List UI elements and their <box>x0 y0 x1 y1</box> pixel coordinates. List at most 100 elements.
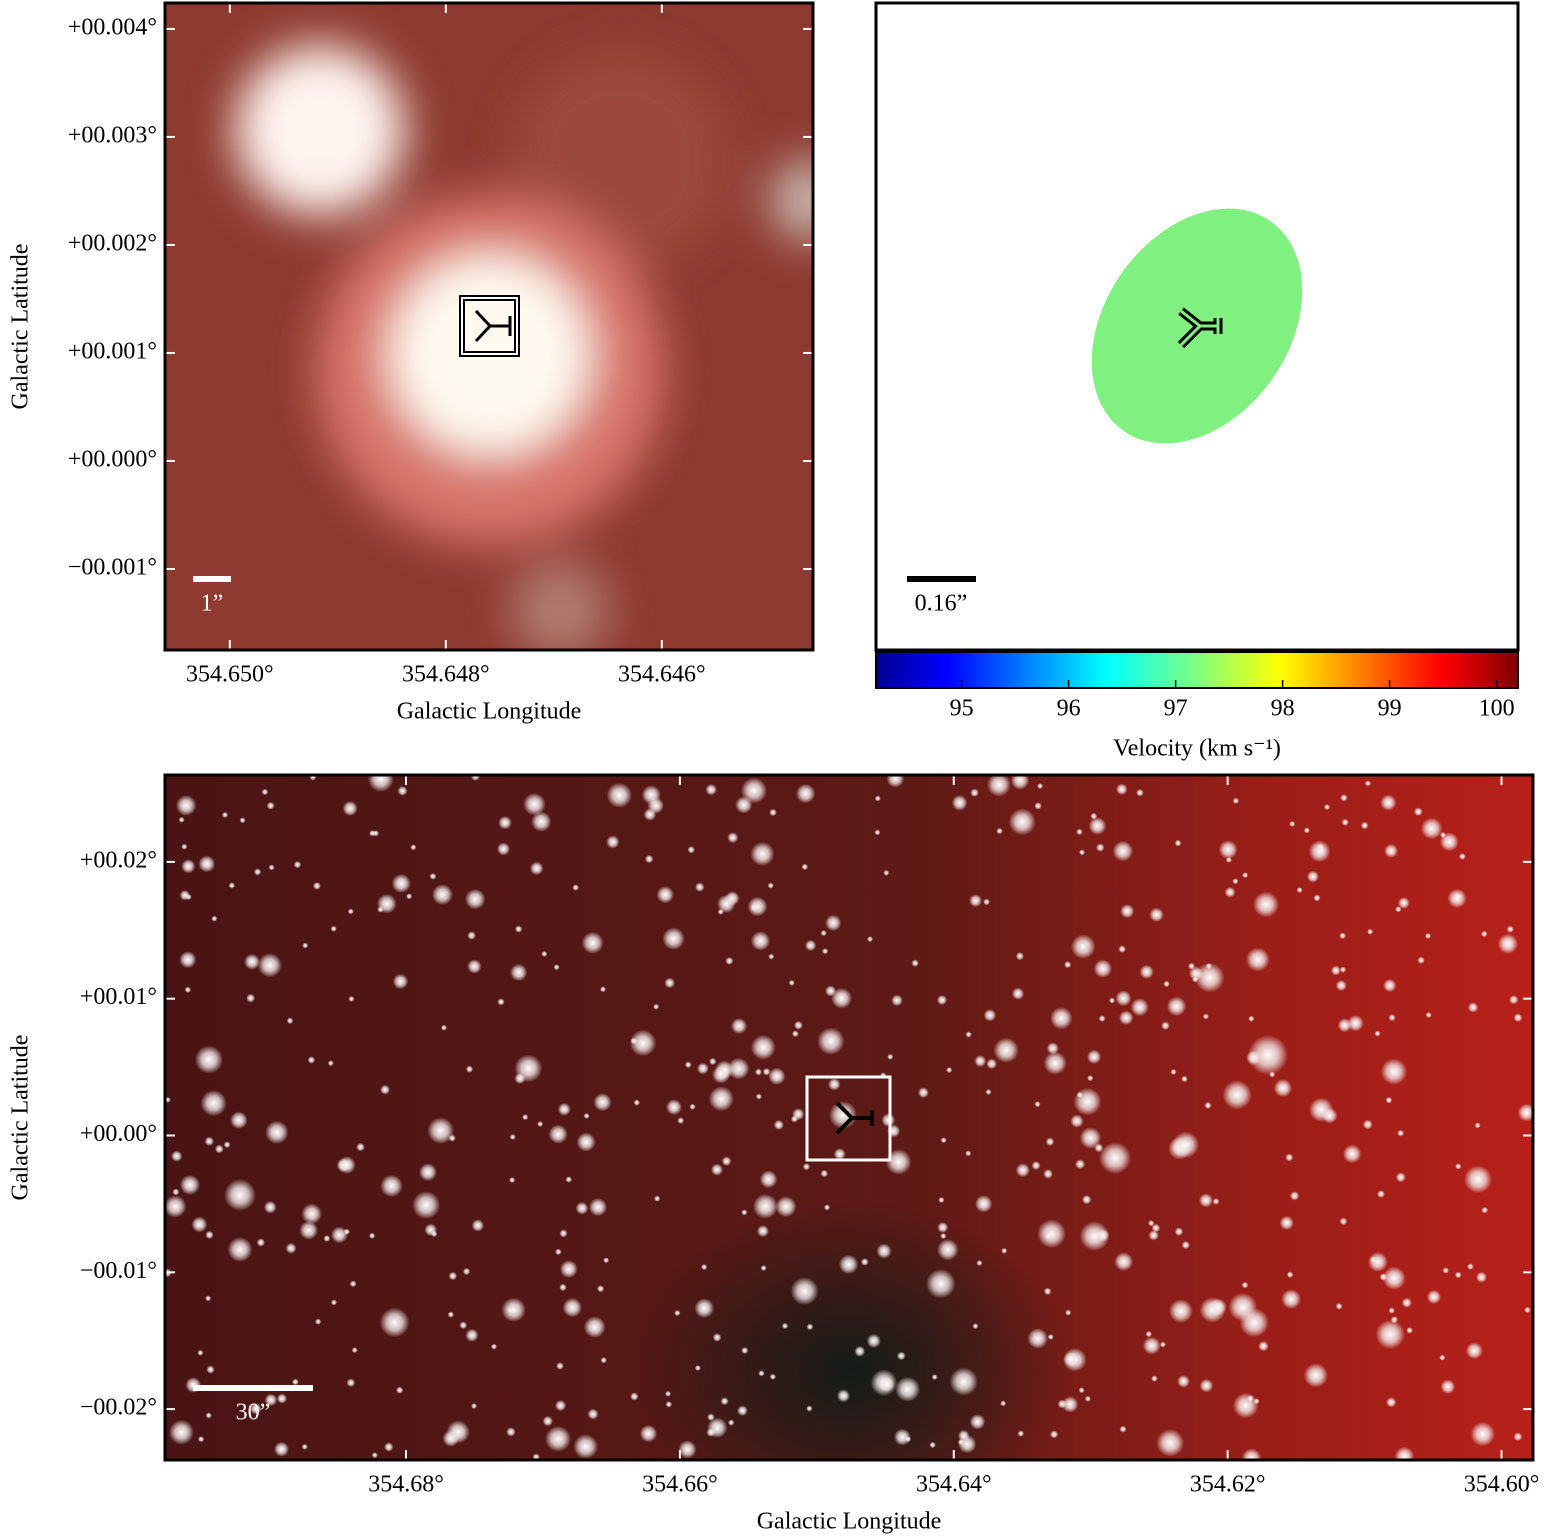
star <box>1073 1087 1102 1116</box>
star <box>224 1179 256 1211</box>
star <box>562 1297 583 1318</box>
star <box>1342 1144 1362 1164</box>
star <box>471 1403 478 1410</box>
star <box>802 1163 811 1171</box>
star <box>790 1115 799 1123</box>
star <box>603 1257 610 1264</box>
star <box>1480 930 1488 938</box>
star <box>754 1068 762 1076</box>
star <box>1289 820 1296 827</box>
star <box>1425 1012 1432 1019</box>
star <box>1043 1051 1067 1075</box>
star <box>448 1271 458 1281</box>
star <box>406 893 413 900</box>
colorbar-tick-label: 98 <box>1271 696 1295 722</box>
star <box>970 788 979 797</box>
star <box>917 1087 929 1099</box>
star <box>1115 990 1132 1007</box>
star <box>545 1425 571 1452</box>
star <box>175 795 197 816</box>
star <box>1148 1230 1159 1241</box>
star <box>1339 932 1346 940</box>
star <box>464 888 486 910</box>
star <box>1384 843 1399 858</box>
star <box>706 1428 716 1437</box>
star <box>1075 1159 1086 1170</box>
star <box>1323 804 1331 811</box>
star <box>1079 1127 1102 1149</box>
star <box>330 1226 348 1244</box>
star <box>424 1223 438 1237</box>
star <box>342 800 358 817</box>
star <box>976 1259 983 1267</box>
star <box>1474 1122 1481 1129</box>
star <box>929 1441 936 1449</box>
axes-frame <box>163 773 1535 1462</box>
star <box>731 1017 748 1035</box>
star <box>1390 1316 1398 1324</box>
star <box>965 1031 972 1038</box>
star <box>573 1434 599 1460</box>
star <box>292 1378 299 1386</box>
star <box>662 927 685 950</box>
star <box>828 1078 841 1091</box>
star <box>1151 1375 1158 1382</box>
y-tick-label: +00.02° <box>80 847 157 873</box>
y-axis-label: Galactic Latitude <box>8 244 34 410</box>
star <box>1142 1336 1161 1355</box>
star <box>665 1390 672 1397</box>
star <box>253 868 262 876</box>
star <box>1168 1299 1193 1324</box>
star <box>257 952 283 978</box>
star <box>314 1318 322 1325</box>
star <box>191 1216 208 1233</box>
star <box>831 987 853 1009</box>
star <box>833 1148 846 1161</box>
star <box>448 1134 456 1142</box>
star <box>243 953 261 970</box>
star <box>327 1060 334 1067</box>
star <box>384 1442 394 1452</box>
x-tick-label: 354.646° <box>618 662 706 688</box>
star <box>1406 1327 1413 1334</box>
star <box>228 882 236 889</box>
star <box>741 1346 749 1355</box>
scale-bar-label: 0.16” <box>915 591 968 617</box>
star <box>804 939 817 952</box>
star <box>1161 1021 1170 1030</box>
star <box>1194 962 1225 993</box>
star <box>369 830 376 837</box>
star <box>1043 1169 1053 1179</box>
star <box>891 994 903 1007</box>
star <box>965 1150 972 1157</box>
star <box>1513 1432 1523 1442</box>
star <box>1050 1430 1059 1439</box>
star <box>1467 1002 1479 1013</box>
star <box>1118 1010 1134 1026</box>
star <box>1374 1030 1381 1037</box>
star <box>664 977 675 989</box>
star <box>467 959 482 974</box>
star <box>972 1323 979 1330</box>
star <box>266 801 275 810</box>
y-tick-label: −00.02° <box>80 1395 157 1421</box>
star <box>887 1053 894 1060</box>
star <box>1470 1421 1496 1447</box>
star <box>721 1156 732 1167</box>
star <box>656 885 674 904</box>
x-tick-label: 354.650° <box>186 662 274 688</box>
star <box>606 835 620 849</box>
star <box>836 1389 851 1403</box>
star <box>938 1196 945 1204</box>
star <box>1174 839 1182 847</box>
star <box>330 925 337 932</box>
x-tick-label: 354.66° <box>642 1472 718 1498</box>
star <box>302 942 309 949</box>
star <box>949 1367 978 1396</box>
star <box>514 925 523 933</box>
star <box>1008 808 1036 836</box>
star <box>440 1024 447 1031</box>
star <box>1289 1191 1300 1201</box>
star <box>974 1055 987 1068</box>
star <box>727 1057 750 1080</box>
